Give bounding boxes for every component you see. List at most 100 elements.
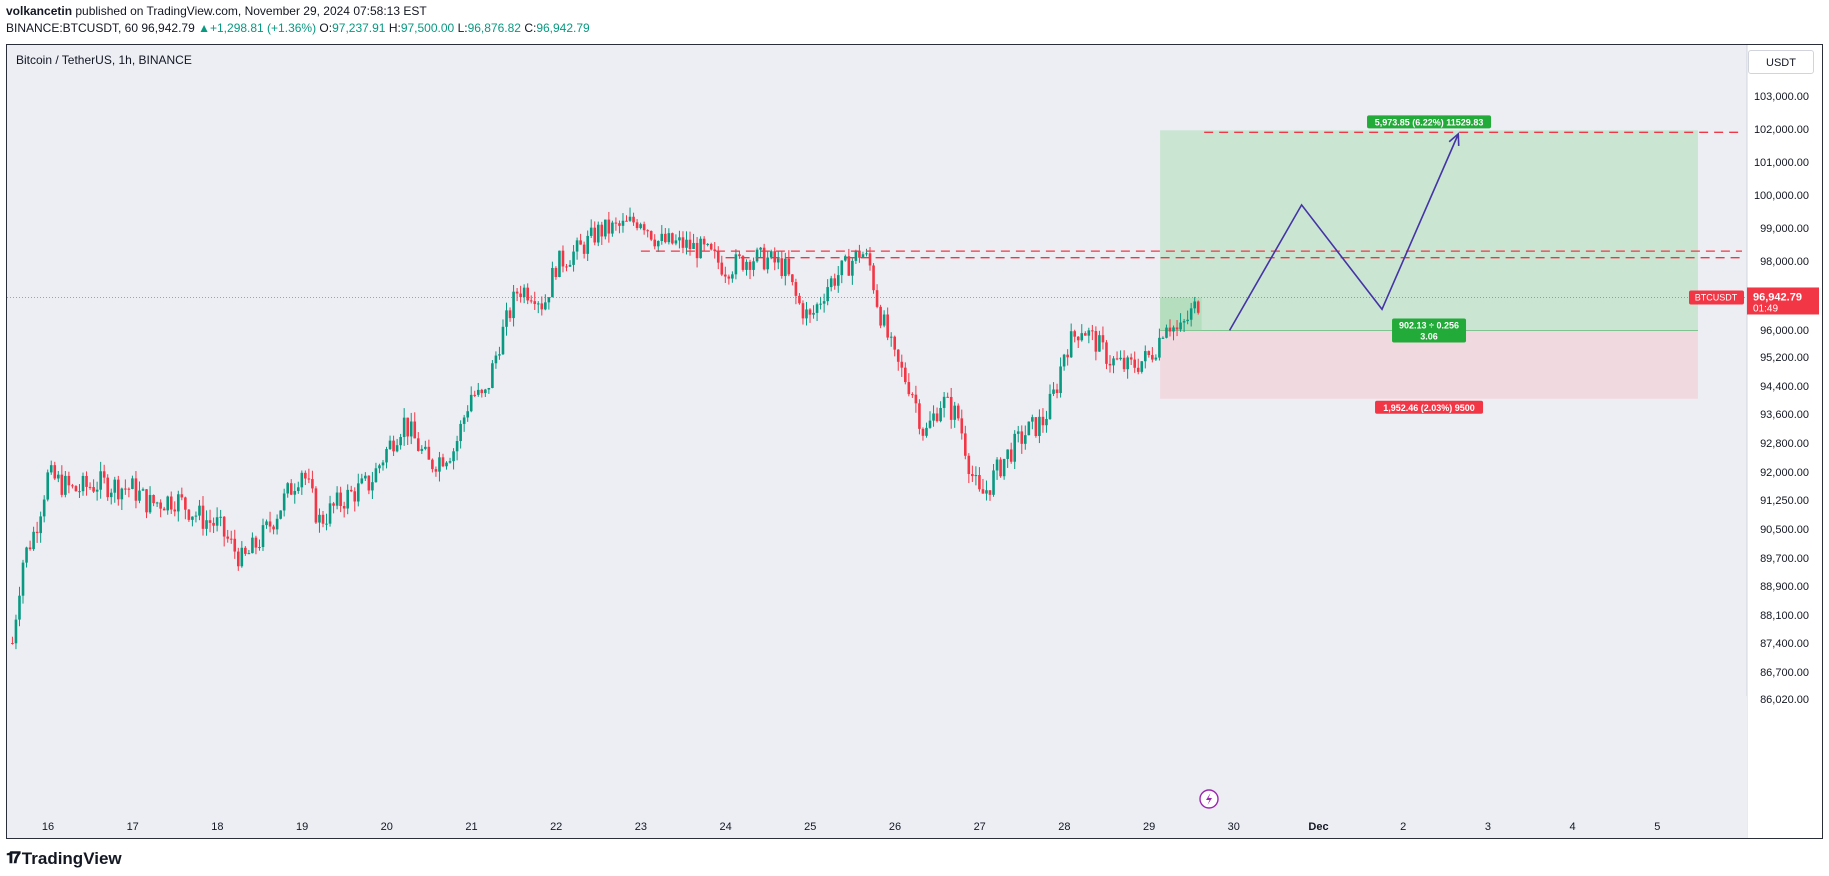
candle-body (688, 239, 692, 250)
candle-body (1143, 351, 1147, 362)
candle-body (1161, 337, 1165, 339)
candle-body (554, 267, 558, 278)
target-badge-bg (1367, 115, 1492, 129)
candle-body (293, 490, 297, 495)
header-price: 96,942.79 (141, 21, 195, 35)
price-change: +1,298.81 (+1.36%) (210, 21, 317, 35)
chart-frame[interactable]: 5,973.85 (6.22%) 11529.83 902.13 ÷ 0.256 3… (6, 44, 1823, 839)
chart-title: Bitcoin / TetherUS, 1h, BINANCE (16, 53, 192, 67)
candle-body (198, 505, 201, 516)
author-name[interactable]: volkancetin (6, 4, 73, 18)
candle-body (558, 250, 561, 278)
lightning-event-icon[interactable] (1199, 789, 1219, 809)
candle-body (565, 266, 568, 268)
candle-body (314, 488, 318, 523)
candle-body (438, 457, 441, 472)
x-tick-label: 19 (296, 821, 308, 833)
candle-body (1013, 433, 1017, 462)
candle-body (342, 505, 346, 509)
target-badge-text: 5,973.85 (6.22%) 11529.83 (1375, 117, 1484, 127)
candle-body (646, 230, 649, 232)
candle-body (872, 265, 875, 291)
candle-body (1158, 337, 1161, 358)
candle-body (607, 219, 611, 234)
candle-body (889, 336, 893, 338)
candle-body (600, 224, 604, 237)
candle-body (748, 261, 752, 270)
time-axis-bg (7, 696, 1747, 838)
candle-body (978, 475, 981, 490)
candle-body (261, 525, 265, 548)
published-info: published on TradingView.com, November 2… (72, 4, 427, 18)
candle-body (424, 446, 427, 449)
candle-body (1122, 357, 1126, 370)
y-tick-label: 95,200.00 (1760, 352, 1809, 364)
candle-body (244, 547, 247, 554)
candle-body (709, 243, 713, 250)
candle-body (674, 240, 678, 244)
candle-body (512, 291, 515, 319)
candle-body (801, 303, 805, 319)
candle-body (85, 475, 88, 487)
candle-body (858, 250, 861, 258)
candle-body (904, 367, 907, 383)
projection-arrow-icon (1448, 132, 1460, 146)
candle-body (304, 472, 307, 479)
x-tick-label: 27 (974, 821, 986, 833)
candle-body (236, 551, 240, 567)
candle-body (113, 479, 117, 493)
candle-body (967, 455, 971, 475)
candle-body (932, 413, 935, 421)
candle-body (1196, 301, 1200, 313)
candle-body (836, 275, 840, 286)
candle-body (999, 459, 1002, 477)
candle-body (431, 459, 434, 470)
candle-body (568, 264, 572, 267)
candle-body (678, 237, 681, 241)
candle-body (1151, 355, 1154, 360)
candle-body (176, 494, 180, 512)
x-tick-label: Dec (1308, 821, 1328, 833)
candle-body (505, 310, 508, 327)
candle-body (766, 257, 769, 270)
close-label: C: (524, 21, 537, 35)
candle-body (381, 462, 385, 466)
candle-body (868, 253, 872, 266)
candle-body (92, 487, 95, 492)
candle-body (533, 301, 537, 304)
y-tick-label: 88,900.00 (1760, 581, 1809, 593)
tradingview-logo[interactable]: 𝟏𝟕 TradingView (6, 849, 122, 869)
candle-body (1101, 335, 1105, 343)
candle-body (621, 220, 625, 226)
candle-body (773, 251, 777, 263)
candle-body (1108, 363, 1112, 366)
candle-body (1154, 357, 1158, 360)
candle-body (254, 537, 258, 548)
candle-body (964, 433, 967, 456)
currency-selector[interactable]: USDT (1748, 50, 1814, 74)
x-tick-label: 28 (1058, 821, 1070, 833)
candle-body (138, 490, 141, 501)
candle-body (367, 475, 371, 491)
chart-canvas[interactable]: 5,973.85 (6.22%) 11529.83 902.13 ÷ 0.2563… (7, 45, 1823, 839)
y-tick-label: 89,700.00 (1760, 553, 1809, 565)
candle-body (131, 478, 134, 489)
last-price-value: 96,942.79 (1753, 291, 1802, 303)
candle-body (921, 428, 925, 436)
candle-body (572, 251, 575, 265)
candle-body (727, 276, 731, 279)
candle-body (791, 274, 794, 283)
candle-body (282, 493, 286, 511)
candle-body (166, 496, 170, 511)
candle-body (378, 465, 381, 469)
projection-path (1228, 133, 1460, 331)
candle-body (942, 396, 946, 408)
candle-body (664, 233, 667, 243)
candle-body (1182, 321, 1186, 323)
open-label: O: (319, 21, 333, 35)
candle-body (1119, 357, 1122, 360)
last-price-countdown: 01:49 (1753, 303, 1778, 314)
candle-body (702, 238, 706, 245)
candle-body (784, 258, 787, 277)
